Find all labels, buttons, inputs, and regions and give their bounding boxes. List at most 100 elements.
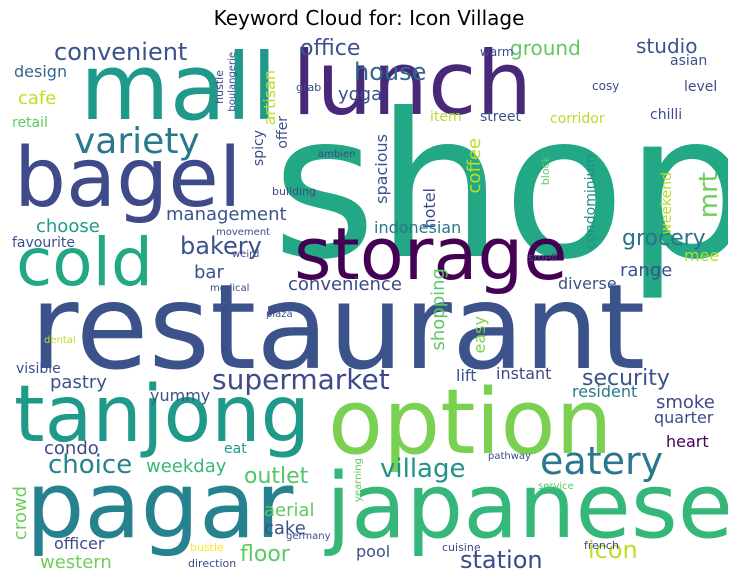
word-lift: lift	[456, 366, 477, 385]
word-shopping: shopping	[428, 268, 449, 351]
word-house: house	[354, 58, 427, 86]
word-street: street	[480, 109, 521, 125]
word-level: level	[684, 79, 718, 95]
word-easy: easy	[470, 316, 489, 354]
word-block: block	[539, 156, 552, 186]
word-lunch: lunch	[292, 38, 533, 135]
word-direction: direction	[188, 557, 237, 570]
word-choose: choose	[36, 216, 100, 237]
word-range: range	[620, 260, 673, 281]
word-eatery: eatery	[540, 439, 664, 483]
word-western: western	[40, 552, 112, 573]
word-cold: cold	[16, 224, 153, 301]
word-cuisine: cuisine	[442, 541, 481, 554]
word-outlet: outlet	[244, 464, 309, 489]
word-option: option	[328, 370, 613, 475]
word-office: office	[300, 38, 361, 61]
word-supermarket: supermarket	[212, 363, 390, 396]
word-restaurant: restaurant	[30, 258, 646, 396]
word-heart: heart	[666, 432, 709, 451]
word-mall: mall	[80, 38, 278, 141]
word-icon: icon	[588, 536, 638, 564]
word-yearning: yearning	[353, 458, 364, 502]
word-pagar: pagar	[26, 452, 294, 559]
word-smoke: smoke	[656, 392, 715, 413]
word-village: village	[380, 454, 466, 484]
word-town: town	[512, 176, 531, 216]
word-movement: movement	[216, 227, 271, 238]
word-station: station	[460, 546, 543, 574]
word-quarter: quarter	[654, 408, 714, 427]
word-choice: choice	[48, 450, 133, 480]
word-officer: officer	[54, 534, 105, 553]
word-cafe: cafe	[18, 88, 57, 109]
word-germany: germany	[286, 531, 331, 542]
word-medical: medical	[210, 283, 250, 294]
word-japanese: japanese	[326, 454, 728, 559]
word-bustle: bustle	[190, 541, 224, 554]
chart-title: Keyword Cloud for: Icon Village	[213, 6, 525, 30]
word-pool: pool	[356, 542, 391, 561]
word-chilli: chilli	[650, 107, 683, 123]
word-studio: studio	[636, 38, 698, 58]
word-smell: smell	[528, 251, 558, 264]
word-weekend: weekend	[659, 172, 675, 235]
word-diverse: diverse	[558, 274, 617, 293]
word-building: building	[272, 185, 317, 198]
word-condo: condo	[44, 438, 99, 459]
word-condominium: condominium	[583, 154, 599, 250]
word-crowd: crowd	[10, 486, 31, 541]
word-floor: floor	[240, 542, 290, 567]
word-dental: dental	[44, 335, 76, 346]
word-hustle: hustle	[213, 70, 226, 104]
word-french: french	[584, 539, 619, 552]
word-spicy: spicy	[251, 130, 267, 167]
word-security: security	[582, 366, 670, 391]
word-offer: offer	[275, 116, 291, 149]
word-mrt: mrt	[694, 172, 724, 219]
word-service: service	[538, 481, 574, 492]
word-plaza: plaza	[266, 309, 293, 320]
word-instant: instant	[496, 364, 552, 383]
word-european: european	[219, 306, 230, 354]
word-grab: grab	[296, 81, 322, 94]
word-visible: visible	[16, 361, 61, 377]
word-item: item	[430, 109, 462, 125]
word-ambien: ambien	[318, 149, 356, 160]
word-ground: ground	[510, 38, 581, 60]
word-storage: storage	[294, 212, 568, 296]
word-retail: retail	[12, 115, 48, 131]
word-management: management	[166, 204, 287, 225]
word-coffee: coffee	[464, 138, 485, 194]
word-bakery: bakery	[180, 232, 262, 260]
word-bagel: bagel	[14, 131, 242, 226]
word-yoga: yoga	[338, 84, 383, 105]
word-weekday: weekday	[146, 456, 227, 477]
word-grocery: grocery	[622, 226, 706, 251]
word-shop: shop	[272, 71, 728, 304]
word-cake: cake	[264, 518, 306, 539]
word-pathway: pathway	[488, 451, 531, 462]
word-asian: asian	[670, 53, 708, 69]
word-aerial: aerial	[264, 500, 315, 521]
word-eat: eat	[224, 441, 247, 457]
word-weird: weird	[232, 249, 260, 260]
word-spacious: spacious	[372, 134, 391, 204]
word-variety: variety	[74, 121, 200, 162]
word-indonesian: indonesian	[374, 218, 462, 237]
word-design: design	[14, 62, 68, 81]
word-favourite: favourite	[12, 235, 75, 251]
word-tanjong: tanjong	[14, 370, 311, 460]
word-pastry: pastry	[50, 372, 107, 393]
word-yummy: yummy	[150, 386, 211, 405]
word-boulangerie: boulangerie	[227, 52, 238, 112]
word-convenience: convenience	[288, 274, 402, 295]
word-cosy: cosy	[592, 79, 620, 93]
word-bar: bar	[194, 262, 224, 283]
word-convenient: convenient	[54, 38, 188, 66]
word-resident: resident	[572, 382, 638, 401]
word-warm: warm	[480, 45, 514, 59]
word-corridor: corridor	[550, 111, 605, 127]
word-cloud: shop restaurant lunch mall bagel storage…	[10, 38, 728, 578]
word-mee: mee	[684, 246, 720, 265]
